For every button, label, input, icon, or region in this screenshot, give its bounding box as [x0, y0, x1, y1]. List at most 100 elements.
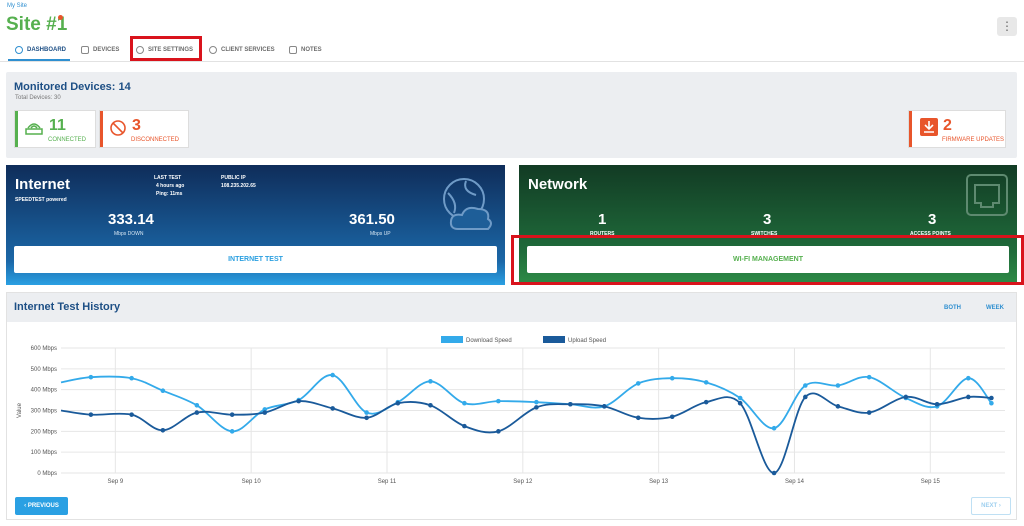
y-tick-label: 600 Mbps	[31, 346, 57, 352]
access-points-count: 3	[928, 211, 937, 228]
tab-site-settings[interactable]: SITE SETTINGS	[136, 43, 193, 57]
tab-label: DEVICES	[93, 47, 120, 53]
data-point	[737, 395, 743, 401]
connected-count: 11	[49, 117, 66, 134]
devices-icon	[81, 46, 89, 54]
connected-accent	[15, 111, 18, 147]
filter-week-dropdown[interactable]: WEEK	[986, 305, 1004, 311]
internet-test-history-panel: Internet Test History BOTH WEEK 0 Mbps 10…	[6, 292, 1017, 520]
breadcrumb[interactable]: My Site	[7, 3, 28, 9]
speed-history-chart: 0 Mbps 100 Mbps 200 Mbps 300 Mbps 400 Mbps 50…	[17, 336, 1005, 485]
disconnected-card[interactable]: 3 DISCONNECTED	[99, 110, 189, 148]
connected-label: CONNECTED	[48, 137, 87, 143]
data-point	[88, 412, 94, 417]
x-tick-label: Sep 9	[107, 479, 123, 485]
active-tab-indicator	[8, 59, 70, 61]
data-point	[803, 383, 808, 388]
data-point	[88, 374, 94, 380]
routers-count: 1	[598, 211, 607, 228]
highlight-wifi-management	[511, 235, 1024, 285]
last-test-value: 4 hours ago	[156, 183, 185, 189]
series-line	[60, 392, 992, 474]
next-label: NEXT	[981, 503, 998, 509]
legend-label: Upload Speed	[568, 338, 606, 344]
data-point	[428, 379, 433, 384]
legend-swatch	[441, 336, 463, 343]
data-point	[966, 394, 971, 400]
y-tick-label: 100 Mbps	[31, 450, 57, 456]
previous-label: PREVIOUS	[27, 503, 59, 509]
data-point	[835, 383, 841, 388]
data-point	[496, 398, 501, 404]
data-point	[966, 375, 971, 381]
data-point	[568, 401, 573, 407]
tab-label: SITE SETTINGS	[148, 47, 194, 53]
routers-label: ROUTERS	[590, 231, 615, 237]
data-point	[866, 410, 872, 415]
data-point	[229, 412, 235, 417]
data-point	[903, 394, 909, 400]
speedtest-logo: SPEEDTEST powered	[15, 197, 67, 203]
tab-label: CLIENT SERVICES	[221, 47, 275, 53]
y-tick-label: 200 Mbps	[31, 429, 57, 435]
ethernet-port-icon	[966, 174, 1008, 216]
status-dot	[58, 15, 63, 20]
switches-count: 3	[763, 211, 772, 228]
series-line	[60, 374, 993, 433]
data-point	[462, 400, 467, 406]
firmware-updates-card[interactable]: 2 FIRMWARE UPDATES	[908, 110, 1006, 148]
network-panel: Network 1 ROUTERS 3 SWITCHES 3 ACCESS PO…	[519, 165, 1017, 285]
data-point	[194, 410, 200, 415]
firmware-count: 2	[943, 117, 952, 134]
tab-notes[interactable]: NOTES	[289, 43, 322, 57]
y-axis-label: Value	[17, 402, 23, 418]
data-point	[635, 381, 641, 386]
tab-client-services[interactable]: CLIENT SERVICES	[209, 43, 275, 57]
disconnected-label: DISCONNECTED	[131, 137, 180, 143]
history-title: Internet Test History	[14, 301, 121, 313]
x-tick-label: Sep 12	[513, 479, 533, 485]
page-title: Site #1	[6, 14, 68, 35]
data-point	[496, 429, 501, 434]
download-speed: 333.14	[108, 211, 154, 228]
x-tick-label: Sep 11	[378, 479, 397, 485]
dashboard-icon	[15, 46, 23, 54]
data-point	[428, 402, 433, 408]
monitored-title: Monitored Devices: 14	[14, 81, 131, 93]
notes-icon	[289, 46, 297, 54]
previous-button[interactable]: ‹ PREVIOUS	[15, 497, 68, 515]
data-point	[669, 414, 675, 420]
internet-test-button[interactable]: INTERNET TEST	[14, 246, 497, 273]
data-point	[703, 399, 709, 405]
wifi-management-button[interactable]: WI-FI MANAGEMENT	[527, 246, 1009, 273]
upload-speed: 361.50	[349, 211, 395, 228]
tab-dashboard[interactable]: DASHBOARD	[15, 43, 66, 57]
more-options-button[interactable]: ⋮	[997, 17, 1017, 36]
download-unit: Mbps DOWN	[114, 231, 144, 237]
data-point	[989, 395, 994, 401]
x-tick-label: Sep 15	[921, 479, 941, 485]
data-point	[160, 388, 166, 394]
data-point	[330, 372, 335, 378]
next-button[interactable]: NEXT ›	[971, 497, 1011, 515]
tab-devices[interactable]: DEVICES	[81, 43, 119, 57]
blocked-icon	[110, 120, 126, 136]
highlight-site-settings	[130, 36, 202, 61]
tab-label: NOTES	[301, 47, 322, 53]
data-point	[534, 405, 539, 410]
data-point	[669, 375, 675, 381]
firmware-label: FIRMWARE UPDATES	[942, 137, 1005, 143]
disconnected-count: 3	[132, 117, 141, 134]
ping-value: Ping: 11ms	[156, 191, 183, 197]
public-ip-value: 108.235.202.65	[221, 183, 256, 189]
connected-card[interactable]: 11 CONNECTED	[14, 110, 96, 148]
firmware-accent	[909, 111, 912, 147]
tab-label: DASHBOARD	[27, 47, 66, 53]
data-point	[771, 470, 777, 476]
y-tick-label: 300 Mbps	[31, 409, 57, 415]
globe-cloud-icon	[443, 178, 492, 230]
filter-both-dropdown[interactable]: BOTH	[944, 305, 961, 311]
data-point	[771, 425, 777, 431]
data-point	[737, 400, 743, 406]
internet-panel: Internet SPEEDTEST powered LAST TEST 4 h…	[6, 165, 505, 285]
